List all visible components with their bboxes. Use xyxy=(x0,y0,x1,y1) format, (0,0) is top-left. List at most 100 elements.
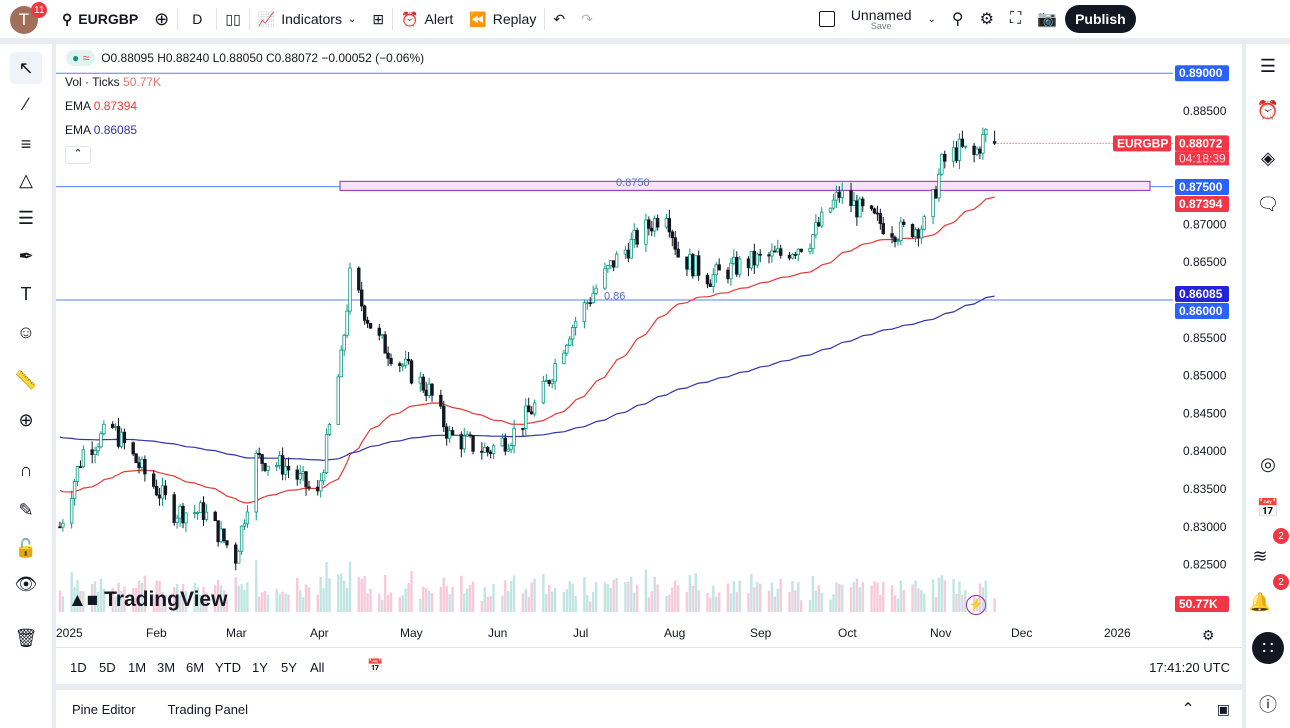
candle-body xyxy=(623,249,628,255)
maximize-panel-button[interactable]: ▣ xyxy=(1205,701,1242,718)
chart-type-button[interactable]: ▯▯ xyxy=(217,0,248,38)
expand-panel-button[interactable]: ⌃ xyxy=(1171,699,1204,719)
quick-search-button[interactable]: ⚲ xyxy=(944,0,972,38)
range-1m[interactable]: 1M xyxy=(128,660,147,675)
volume-bar xyxy=(507,591,510,612)
candle-body xyxy=(137,462,141,469)
chat-button[interactable]: 🗨 xyxy=(1254,190,1282,218)
volume-bar xyxy=(164,594,167,612)
candle-body xyxy=(849,190,853,206)
range-5d[interactable]: 5D xyxy=(99,660,116,675)
candle-body xyxy=(609,260,613,267)
ideas-button[interactable]: ◎ xyxy=(1254,450,1282,478)
snapshot-button[interactable]: 📷 xyxy=(1029,0,1065,38)
fib-tool[interactable]: ≡ xyxy=(10,128,42,160)
volume-bar xyxy=(609,587,612,612)
notifications-button[interactable]: 🔔 xyxy=(1248,588,1272,616)
volume-bar xyxy=(838,584,841,612)
volume-bar xyxy=(671,587,674,612)
indicators-button[interactable]: 📈 Indicators ⌄ xyxy=(250,0,365,38)
watchlist-button[interactable]: ☰ xyxy=(1254,52,1282,80)
lock-tool[interactable]: 🔓 xyxy=(10,532,42,564)
ema-fast-legend: EMA 0.87394 xyxy=(65,99,137,113)
cursor-tool[interactable]: ↖ xyxy=(10,52,42,84)
range-5y[interactable]: 5Y xyxy=(281,660,297,675)
events-button[interactable]: ⚡ xyxy=(966,595,986,615)
replay-button[interactable]: ⏪ Replay xyxy=(461,0,544,38)
candle-body xyxy=(500,437,505,447)
volume-bar xyxy=(70,572,73,612)
symbol-search[interactable]: ⚲ EURGBP xyxy=(54,0,146,38)
date-range-calendar-icon[interactable]: 📅 xyxy=(367,658,384,673)
calendar-button[interactable]: 📅 xyxy=(1254,494,1282,522)
trendline-tool[interactable]: ∕ xyxy=(10,88,42,120)
volume-bar xyxy=(442,577,445,612)
candle-body xyxy=(943,153,947,162)
text-tool[interactable]: T xyxy=(10,278,42,310)
alert-button[interactable]: ⏰ Alert xyxy=(393,0,461,38)
indicators-icon: 📈 xyxy=(257,10,276,27)
candle-body xyxy=(409,360,414,384)
range-1d[interactable]: 1D xyxy=(70,660,87,675)
ema-label: EMA xyxy=(65,123,91,137)
range-1y[interactable]: 1Y xyxy=(252,660,268,675)
price-tick: 0.84500 xyxy=(1183,406,1227,420)
range-3m[interactable]: 3M xyxy=(157,660,176,675)
range-ytd[interactable]: YTD xyxy=(215,660,241,675)
volume-bar xyxy=(348,561,352,612)
forecast-tool[interactable]: ☰ xyxy=(10,202,42,234)
candle-body xyxy=(316,486,320,492)
publish-button[interactable]: Publish xyxy=(1065,5,1136,33)
help-button[interactable]: ⓘ xyxy=(1254,690,1282,718)
layouts-button[interactable]: ⊞ xyxy=(364,0,392,38)
candle-body xyxy=(401,364,405,367)
candle-body xyxy=(632,230,636,240)
undo-button[interactable]: ↶ xyxy=(545,0,573,38)
price-chart[interactable]: 0.8750 0.86 0.88500 0.87000 0.86500 0.85500 0.… xyxy=(56,44,1242,684)
settings-button[interactable]: ⚙ xyxy=(972,0,1002,38)
volume-bar xyxy=(430,593,434,612)
apps-button[interactable]: ∷ xyxy=(1252,632,1284,664)
grid-icon: ⊞ xyxy=(372,10,385,27)
chart-area[interactable]: 0.8750 0.86 0.88500 0.87000 0.86500 0.85500 0.… xyxy=(56,44,1242,684)
candle-body xyxy=(585,302,590,305)
volume-bar xyxy=(492,584,495,612)
brush-tool[interactable]: ✒ xyxy=(10,240,42,272)
stay-drawing-tool[interactable]: ✎ xyxy=(10,494,42,526)
axis-settings-button[interactable]: ⚙ xyxy=(1202,627,1215,644)
volume-bar xyxy=(656,584,659,612)
range-6m[interactable]: 6M xyxy=(186,660,205,675)
collapse-legend-button[interactable]: ⌃ xyxy=(65,146,91,164)
measure-tool[interactable]: 📏 xyxy=(10,364,42,396)
candle-body xyxy=(831,199,836,209)
layers-button[interactable]: ◈ xyxy=(1254,144,1282,172)
zoom-tool[interactable]: ⊕ xyxy=(10,404,42,436)
divider xyxy=(544,8,546,30)
emoji-tool[interactable]: ☺ xyxy=(10,316,42,348)
square-icon xyxy=(818,11,835,27)
compare-button[interactable]: ⊕ xyxy=(146,0,177,38)
layout-name-button[interactable]: Unnamed Save xyxy=(843,0,920,38)
pattern-tool[interactable]: △ xyxy=(10,164,42,196)
apps-grid-icon: ∷ xyxy=(1262,637,1274,658)
layout-menu[interactable]: ⌄ xyxy=(920,0,944,38)
interval-button[interactable]: D xyxy=(192,11,203,27)
magnet-tool[interactable]: ∩ xyxy=(10,454,42,486)
trading-panel-tab[interactable]: Trading Panel xyxy=(167,701,249,717)
volume-bar xyxy=(603,582,607,612)
layout-toggle[interactable] xyxy=(811,0,843,38)
pine-editor-tab[interactable]: Pine Editor xyxy=(72,701,136,717)
candle-body xyxy=(758,253,762,256)
fullscreen-button[interactable]: ⛶ xyxy=(1002,0,1029,38)
range-all[interactable]: All xyxy=(310,660,325,675)
redo-button[interactable]: ↷ xyxy=(573,0,601,38)
hide-tool[interactable]: 👁 xyxy=(10,568,42,600)
eye-icon: 👁 xyxy=(14,573,38,594)
volume-bar xyxy=(96,591,100,612)
news-button[interactable]: ≋ xyxy=(1248,542,1272,570)
volume-label: Vol · Ticks xyxy=(65,75,120,89)
clock[interactable]: 17:41:20 UTC xyxy=(1149,660,1230,675)
remove-tool[interactable]: 🗑 xyxy=(10,622,42,654)
alerts-button[interactable]: ⏰ xyxy=(1254,96,1282,124)
candle-body xyxy=(875,212,880,215)
